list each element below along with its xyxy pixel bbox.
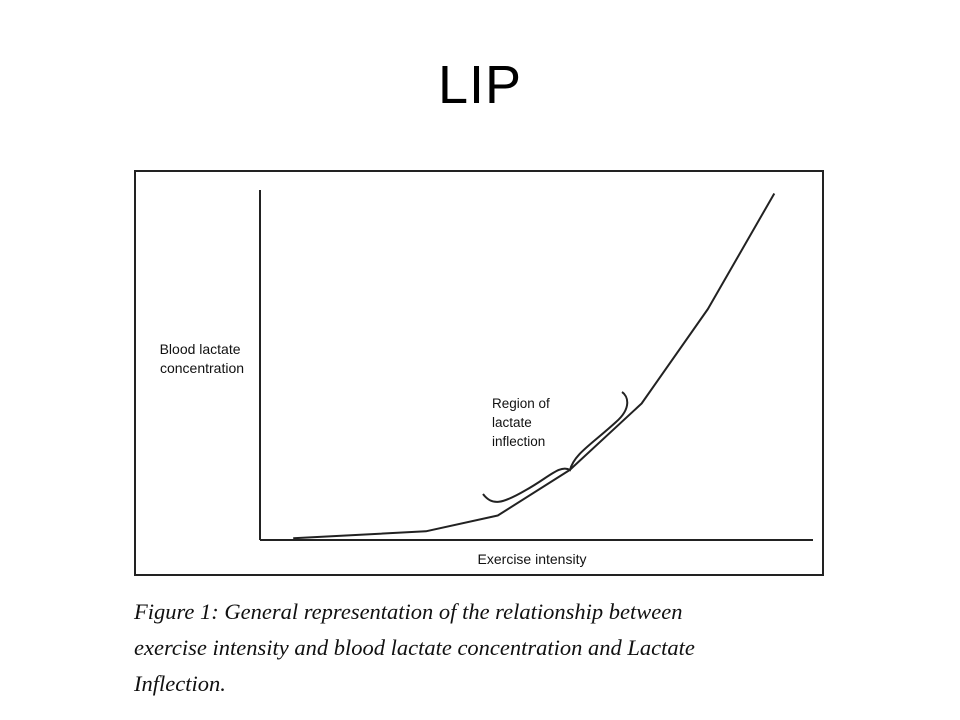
inflection-brace — [482, 391, 629, 503]
y-axis-label-line-1: Blood lactate — [160, 341, 241, 357]
lactate-chart: Exercise intensity Blood lactate concent… — [160, 190, 813, 567]
annotation-layer: Region of lactate inflection — [482, 391, 629, 503]
caption-line-3: Inflection. — [134, 671, 226, 696]
inflection-label-line-1: Region of — [492, 396, 550, 411]
x-axis-label: Exercise intensity — [478, 551, 587, 567]
y-axis-label-line-2: concentration — [160, 360, 244, 376]
inflection-label-line-2: lactate — [492, 415, 532, 430]
figure-frame: Exercise intensity Blood lactate concent… — [134, 170, 824, 576]
inflection-label: Region of lactate inflection — [492, 396, 554, 449]
caption-line-2: exercise intensity and blood lactate con… — [134, 635, 695, 660]
figure-caption: Figure 1: General representation of the … — [134, 594, 834, 702]
y-axis-label: Blood lactate concentration — [160, 341, 245, 376]
slide-title: LIP — [437, 55, 523, 115]
caption-line-1: Figure 1: General representation of the … — [134, 599, 683, 624]
inflection-label-line-3: inflection — [492, 434, 545, 449]
